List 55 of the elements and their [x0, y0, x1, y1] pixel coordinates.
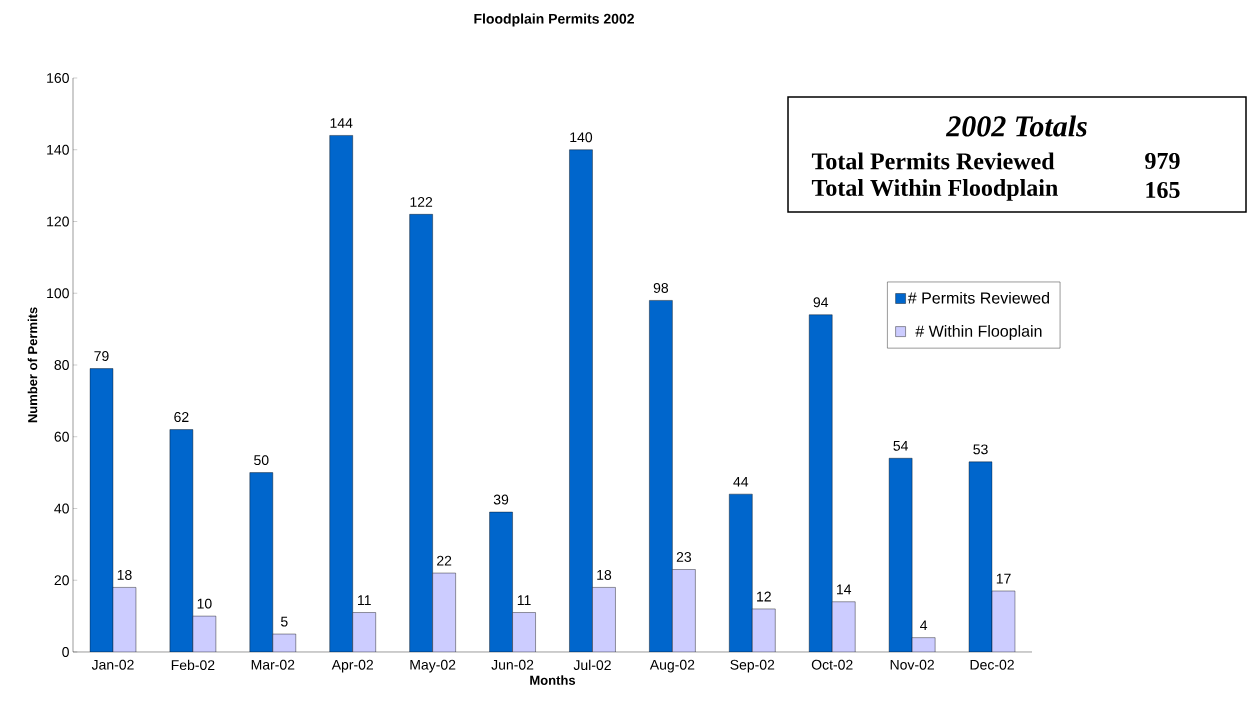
data-label: 98 — [653, 282, 669, 293]
x-tick-label: Feb-02 — [171, 659, 215, 671]
data-label: 11 — [358, 595, 371, 605]
data-label: 4 — [920, 620, 928, 631]
x-axis-title: Months — [530, 675, 576, 685]
x-tick-label: Aug-02 — [649, 659, 695, 673]
legend-label: # Within Flooplain — [915, 325, 1042, 340]
y-tick-label: 60 — [54, 431, 69, 442]
text: 979 — [1145, 152, 1180, 170]
data-label: 54 — [893, 440, 908, 451]
data-label: 22 — [437, 555, 452, 566]
data-label: 39 — [493, 494, 509, 505]
chart-title: Floodplain Permits 2002 — [474, 13, 634, 27]
y-tick-label: 100 — [47, 288, 69, 299]
y-tick-label: 0 — [62, 647, 69, 657]
y-tick-label: 120 — [47, 216, 69, 227]
y-tick-label: 140 — [47, 144, 69, 155]
y-tick-label: 160 — [47, 73, 69, 83]
y-axis-title: Number of Permits — [27, 307, 38, 423]
x-tick-label: Dec-02 — [970, 659, 1014, 670]
data-label: 94 — [813, 297, 829, 308]
data-label: 122 — [410, 196, 433, 207]
y-tick-label: 40 — [54, 503, 69, 514]
x-tick-label: Mar-02 — [251, 659, 295, 670]
data-label: 144 — [330, 118, 353, 128]
x-tick-label: Oct-02 — [811, 659, 853, 670]
data-label: 53 — [973, 444, 988, 455]
data-label: 18 — [597, 569, 612, 580]
data-label: 44 — [733, 476, 749, 487]
data-label: 50 — [254, 455, 269, 466]
data-label: 79 — [94, 351, 109, 362]
x-tick-label: Jan-02 — [91, 659, 134, 670]
data-label: 23 — [676, 552, 692, 562]
data-label: 62 — [174, 412, 189, 423]
y-tick-label: 80 — [54, 360, 69, 370]
data-label: 18 — [117, 569, 132, 580]
x-tick-label: Sep-02 — [730, 659, 775, 673]
data-label: 11 — [517, 595, 531, 605]
data-label: 17 — [996, 573, 1011, 584]
x-tick-label: Apr-02 — [331, 659, 374, 673]
data-label: 5 — [280, 616, 288, 627]
annotation: 2002 Totals — [945, 115, 1087, 137]
annotation: Total Permits Reviewed — [811, 152, 1055, 170]
data-label: 12 — [757, 591, 771, 602]
annotation: Total Within Floodplain — [811, 179, 1058, 201]
x-tick-label: Jun-02 — [491, 659, 534, 670]
legend-label: # Permits Reviewed — [907, 291, 1050, 304]
x-tick-label: Jul-02 — [573, 659, 611, 671]
y-tick-label: 20 — [54, 575, 69, 586]
data-label: 140 — [570, 132, 593, 143]
x-tick-label: Nov-02 — [890, 659, 934, 670]
data-label: 10 — [197, 598, 212, 609]
text: 165 — [1146, 181, 1180, 199]
x-tick-label: May-02 — [410, 659, 456, 673]
data-label: 14 — [836, 584, 852, 595]
